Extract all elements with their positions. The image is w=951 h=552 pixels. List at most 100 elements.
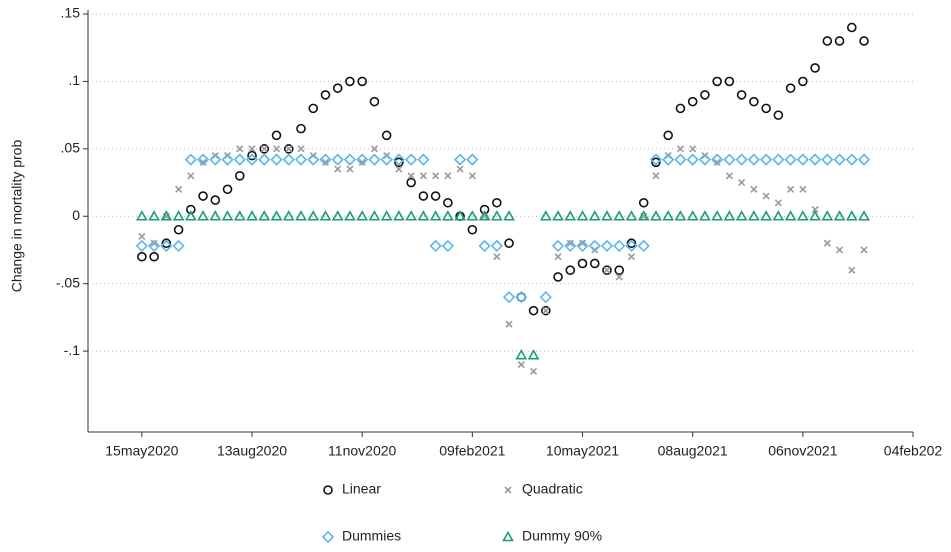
legend-label: Dummy 90% [522,528,602,544]
point [319,210,332,221]
legend-label: Dummies [342,528,401,544]
point [565,265,576,275]
point [553,272,563,282]
point [417,153,430,166]
point [148,210,160,221]
point [784,153,797,166]
point [418,191,429,201]
point [503,210,515,221]
point [356,153,369,166]
point [147,239,161,253]
point [772,153,785,166]
point [380,210,393,221]
point [392,153,406,166]
point [725,172,733,180]
point [638,197,649,208]
point [552,210,564,221]
point [466,210,479,221]
point [173,224,184,235]
point [357,76,367,87]
point [199,158,207,166]
point [662,153,675,166]
point [711,153,724,166]
x-tick-label: 04feb202 [884,443,943,459]
point [784,210,797,221]
point [676,145,684,153]
point [834,36,845,46]
point [466,153,479,166]
point [137,251,147,262]
point [294,153,308,166]
point [307,153,320,166]
point [283,144,294,154]
point [848,266,856,274]
point [542,307,550,315]
point [344,210,356,221]
point [493,253,501,261]
point [529,367,538,375]
point [589,258,600,269]
point [773,110,784,120]
point [749,96,759,107]
point [233,153,246,166]
point [209,210,222,221]
y-tick-label: -.05 [56,274,80,290]
point [723,210,736,221]
point [234,171,245,181]
point [380,153,393,166]
point [369,96,380,107]
point [600,239,614,253]
point [186,204,196,215]
point [248,145,256,153]
point [846,22,857,33]
point [138,232,146,241]
point [735,153,748,166]
point [787,185,795,193]
point [577,258,588,269]
point [699,210,711,221]
point [686,210,699,221]
point [405,153,418,166]
point [625,210,638,221]
x-tick-label: 08aug2021 [658,443,728,459]
y-tick-label: 0 [72,207,80,223]
point [356,210,369,221]
point [444,172,452,180]
point [772,210,785,221]
point [823,239,831,247]
point [370,145,378,153]
point [259,144,270,154]
y-tick-label: .15 [61,5,81,21]
point [750,185,758,193]
x-tick-label: 13aug2020 [217,443,287,459]
point [343,153,357,166]
point [798,76,808,87]
legend-label: Quadratic [522,481,583,497]
point [626,238,637,249]
point [576,210,589,221]
point [698,153,712,166]
point [406,177,416,188]
point [821,210,834,221]
point [809,210,821,221]
point [368,153,381,166]
point [723,153,736,166]
point [417,210,430,221]
point [270,210,283,221]
point [588,210,601,221]
point [222,184,233,195]
point [774,199,782,207]
point [271,130,282,141]
point [467,224,478,235]
point [331,153,344,166]
y-tick-label: .05 [61,140,81,156]
point [221,210,234,221]
point [505,320,513,328]
point [860,246,868,254]
point [345,76,355,87]
point [588,239,601,253]
point [821,153,834,166]
point [395,165,403,173]
point [332,83,343,93]
